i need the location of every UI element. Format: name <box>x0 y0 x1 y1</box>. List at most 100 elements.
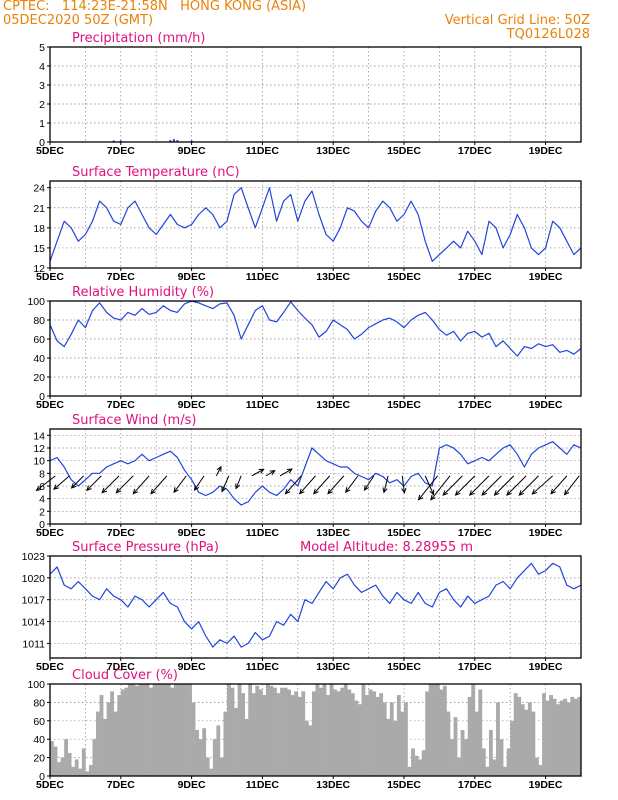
cloud-bar <box>219 757 224 776</box>
cloud-bar <box>145 684 150 776</box>
x-tick-label: 17DEC <box>458 527 492 539</box>
wind-arrow-head <box>563 489 570 496</box>
wind-arrow <box>468 475 490 496</box>
wind-arrow-shaft <box>345 475 359 493</box>
cloud-bar <box>227 684 231 776</box>
cloud-bar <box>251 693 256 776</box>
y-tick-label: 2 <box>39 99 45 111</box>
wind-arrow <box>506 475 527 496</box>
wind-arrow-shaft <box>132 475 150 494</box>
wind-arrow <box>454 475 476 496</box>
wind-arrow-shaft <box>116 475 134 494</box>
y-tick-label: 20 <box>33 372 45 384</box>
cloud-bar <box>134 685 139 776</box>
precip-bar <box>176 140 179 142</box>
wind-arrow-head <box>235 483 241 490</box>
x-tick-label: 15DEC <box>387 527 421 539</box>
wind-arrow-head <box>298 488 305 495</box>
cloud-bar <box>510 720 515 776</box>
cloud-bar <box>244 718 249 776</box>
cloud-bar <box>372 691 376 776</box>
cloud-bar <box>248 684 253 776</box>
cloud-bar <box>340 687 345 776</box>
wind-arrow-shaft <box>235 475 242 489</box>
cloud-bar <box>138 684 143 776</box>
cloud-bar <box>216 725 221 776</box>
cloud-bar <box>481 748 486 776</box>
cloud-bar <box>319 687 323 776</box>
wind-arrow <box>518 475 539 496</box>
cloud-bar <box>308 725 313 776</box>
series-line <box>49 441 582 506</box>
cloud-bar <box>99 695 104 776</box>
cloud-bar <box>496 702 500 776</box>
cloud-bar <box>439 689 444 776</box>
wind-arrow-head <box>531 489 538 495</box>
panel-6: 0 20 40 60 80 100 5DEC 7DEC 9DEC 11DEC 13DEC 15DEC 1… <box>27 668 582 791</box>
cloud-bar <box>379 693 384 776</box>
y-tick-label: 0 <box>39 519 45 531</box>
x-tick-label: 13DEC <box>316 527 350 539</box>
wind-arrow-shaft <box>518 475 539 496</box>
cloud-bar <box>326 695 330 776</box>
wind-arrow-shaft <box>364 475 375 491</box>
series-line <box>49 300 582 357</box>
panel-title: Surface Temperature (nC) <box>72 165 240 180</box>
cloud-bar <box>64 739 68 776</box>
wind-arrow <box>86 475 102 492</box>
wind-arrow <box>53 475 70 490</box>
cloud-bar <box>559 700 564 776</box>
wind-arrow-head <box>550 488 556 495</box>
cloud-bar <box>149 687 153 776</box>
wind-arrow-shaft <box>506 475 527 496</box>
y-tick-label: 1011 <box>22 638 45 650</box>
cloud-bar <box>503 766 507 776</box>
wind-arrow <box>173 475 187 494</box>
y-tick-label: 1023 <box>22 551 46 563</box>
wind-arrow-head <box>193 484 200 491</box>
cloud-bar <box>188 684 192 776</box>
wind-arrow-shaft <box>455 475 476 496</box>
cloud-bar <box>442 685 447 776</box>
cloud-bar <box>545 700 550 776</box>
y-tick-label: 12 <box>33 263 45 275</box>
cloud-bar <box>127 684 132 776</box>
wind-arrow-shaft <box>327 475 345 494</box>
x-tick-label: 11DEC <box>246 399 280 411</box>
wind-arrow <box>251 468 265 477</box>
cloud-bar <box>375 696 380 776</box>
cloud-bar <box>457 757 461 776</box>
cloud-bar <box>343 684 348 776</box>
cloud-bar <box>577 696 582 776</box>
x-tick-label: 15DEC <box>387 399 421 411</box>
wind-arrow-shaft <box>101 475 120 494</box>
wind-arrow-head <box>269 470 276 476</box>
cloud-bar <box>152 684 157 776</box>
x-tick-label: 17DEC <box>458 271 492 283</box>
wind-arrow-head <box>70 483 77 489</box>
x-tick-label: 5DEC <box>36 661 64 673</box>
cloud-bar <box>163 684 168 776</box>
wind-arrow-shaft <box>86 475 102 491</box>
wind-arrow <box>265 470 276 477</box>
wind-arrow-shaft <box>442 475 463 496</box>
cloud-bar <box>428 684 433 776</box>
wind-arrow-shaft <box>481 475 502 496</box>
y-tick-label: 100 <box>27 679 45 691</box>
y-tick-label: 14 <box>33 430 45 442</box>
wind-arrow-head <box>401 487 407 494</box>
cloud-bar <box>315 684 320 776</box>
cloud-bar <box>414 755 419 776</box>
cloud-bar <box>400 711 405 776</box>
wind-arrow <box>401 475 407 494</box>
cloud-bar <box>421 750 426 776</box>
x-tick-label: 9DEC <box>178 271 206 283</box>
cloud-bar <box>411 748 415 776</box>
wind-arrow-head <box>429 489 435 496</box>
cloud-bar <box>273 687 277 776</box>
wind-arrow <box>382 475 389 494</box>
wind-arrow-head <box>442 490 449 496</box>
x-tick-label: 19DEC <box>529 779 563 791</box>
wind-arrow-shaft <box>194 475 205 491</box>
wind-arrow-shaft <box>53 475 70 490</box>
